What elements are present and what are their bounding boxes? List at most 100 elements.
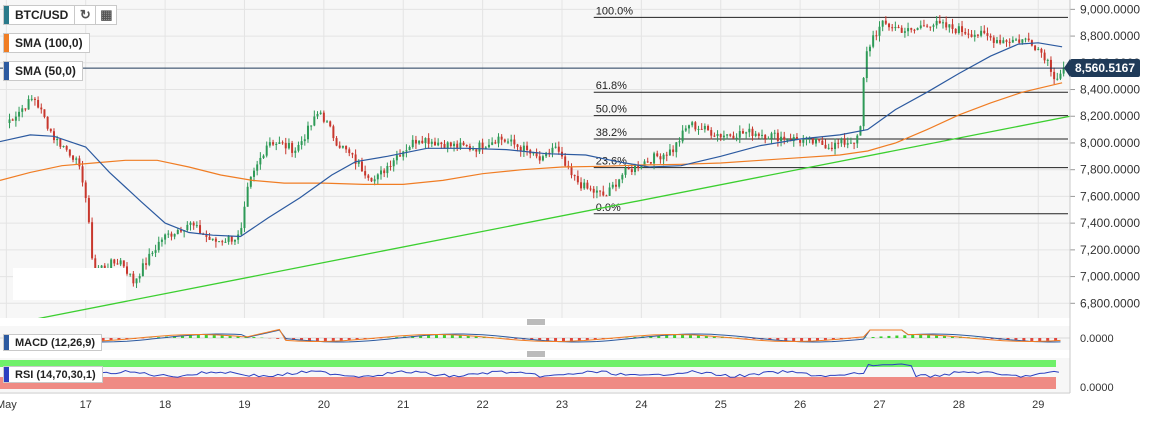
candle-body — [78, 158, 80, 166]
candle-body — [653, 153, 655, 163]
macd-histogram-bar — [895, 336, 898, 338]
sma50-legend: SMA (50,0) — [3, 61, 83, 81]
candle-body — [390, 166, 392, 167]
candle-body — [113, 259, 115, 263]
candle-body — [129, 274, 131, 275]
candle-body — [840, 139, 842, 143]
candle-body — [148, 254, 150, 265]
candle-body — [59, 139, 61, 147]
candle-body — [1056, 79, 1058, 80]
macd-histogram-bar — [673, 335, 676, 338]
candle-body — [209, 237, 211, 240]
candle-body — [1047, 60, 1049, 61]
macd-histogram-bar — [197, 335, 200, 338]
candle-body — [266, 146, 268, 156]
candle-body — [647, 161, 649, 162]
candle-body — [250, 177, 252, 187]
candle-body — [50, 129, 52, 131]
candle-body — [1037, 49, 1039, 50]
candle-body — [990, 36, 992, 38]
macd-histogram-bar — [681, 335, 684, 338]
candlestick — [218, 241, 220, 242]
candle-body — [901, 28, 903, 33]
x-axis-tick-label: 25 — [715, 399, 727, 411]
candle-body — [440, 143, 442, 144]
candle-body — [307, 126, 309, 140]
candle-body — [615, 185, 617, 187]
candle-body — [174, 234, 176, 237]
candle-body — [301, 141, 303, 145]
candle-body — [155, 250, 157, 253]
candle-body — [402, 151, 404, 156]
chart-type-icon[interactable]: ▦ — [95, 6, 116, 24]
candle-body — [263, 156, 265, 158]
candle-body — [434, 142, 436, 146]
candle-body — [948, 24, 950, 27]
candle-body — [205, 235, 207, 237]
candle-body — [729, 134, 731, 135]
candle-body — [193, 223, 195, 226]
candle-body — [517, 144, 519, 146]
candle-body — [929, 27, 931, 28]
candle-body — [139, 276, 141, 278]
candle-body — [837, 143, 839, 144]
candle-body — [885, 21, 887, 24]
candle-body — [574, 175, 576, 176]
candle-body — [602, 192, 604, 196]
candle-body — [577, 176, 579, 182]
candle-body — [891, 27, 893, 28]
macd-histogram-bar — [324, 338, 327, 341]
candle-body — [710, 130, 712, 136]
candle-body — [348, 149, 350, 153]
candle-body — [278, 142, 280, 144]
macd-histogram-bar — [554, 338, 557, 341]
candle-body — [377, 174, 379, 179]
fibonacci-level-label: 38.2% — [596, 127, 627, 139]
candle-body — [580, 182, 582, 188]
candle-body — [542, 156, 544, 160]
candle-body — [1028, 39, 1030, 41]
candle-body — [224, 242, 226, 243]
fibonacci-level-label: 61.8% — [596, 80, 627, 92]
candle-body — [386, 166, 388, 173]
candle-body — [1018, 39, 1020, 42]
candle-body — [170, 234, 172, 237]
refresh-icon[interactable]: ↻ — [74, 6, 95, 24]
candle-body — [75, 158, 77, 159]
candle-body — [650, 162, 652, 163]
macd-histogram-bar — [562, 338, 565, 341]
candle-body — [888, 24, 890, 27]
candle-body — [999, 40, 1001, 43]
candle-body — [478, 143, 480, 152]
candle-body — [844, 139, 846, 145]
candle-body — [850, 143, 852, 144]
rsi-oversold-band — [0, 377, 1056, 389]
candle-body — [847, 143, 849, 144]
candle-body — [123, 260, 125, 266]
y-axis-tick-label: 9,000.0000 — [1080, 2, 1140, 16]
candle-body — [917, 28, 919, 30]
candle-body — [764, 135, 766, 139]
y-axis-tick-label: 8,200.0000 — [1080, 109, 1140, 123]
candle-body — [691, 122, 693, 125]
candle-body — [504, 140, 506, 142]
candle-body — [332, 126, 334, 138]
fibonacci-level-label: 50.0% — [596, 104, 627, 116]
candle-body — [212, 239, 214, 240]
candle-body — [374, 179, 376, 181]
candle-body — [450, 142, 452, 146]
candle-body — [396, 155, 398, 160]
candle-body — [866, 51, 868, 78]
candle-body — [142, 263, 144, 276]
candle-body — [120, 260, 122, 264]
candle-body — [698, 129, 700, 130]
candle-body — [799, 140, 801, 143]
candle-body — [596, 191, 598, 193]
candle-body — [939, 21, 941, 23]
candle-body — [291, 143, 293, 153]
candle-body — [243, 207, 245, 228]
candle-body — [228, 237, 230, 242]
macd-histogram-bar — [1030, 338, 1033, 341]
candle-body — [904, 31, 906, 33]
